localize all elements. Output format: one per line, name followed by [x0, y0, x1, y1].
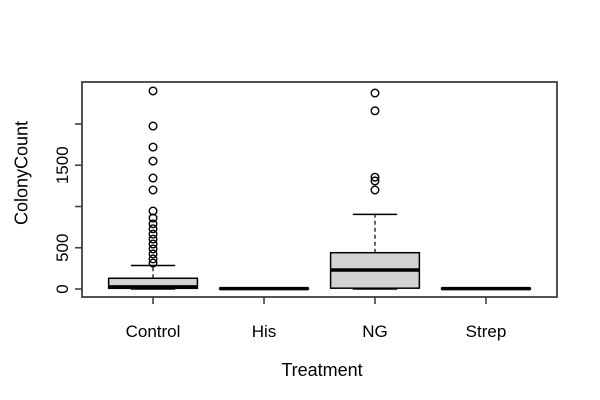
- x-category-label-his: His: [252, 322, 277, 341]
- outlier-point: [148, 206, 158, 216]
- y-axis-title: ColonyCount: [11, 121, 31, 225]
- outlier-point: [148, 229, 158, 239]
- outlier-point: [370, 172, 380, 182]
- outlier-point: [148, 142, 158, 152]
- outlier-point: [148, 121, 158, 131]
- outlier-point: [370, 106, 380, 116]
- outlier-point: [148, 234, 158, 244]
- box-his: [218, 286, 310, 291]
- outlier-point: [148, 254, 158, 264]
- outlier-point: [148, 156, 158, 166]
- outlier-point: [148, 86, 158, 96]
- outlier-point: [148, 239, 158, 249]
- outlier-point: [148, 185, 158, 195]
- outlier-point: [148, 224, 158, 234]
- x-axis-title: Treatment: [281, 360, 362, 380]
- y-tick-label: 1500: [53, 146, 72, 184]
- plot-area: 0 500 1500 Control His NG Strep: [53, 81, 558, 341]
- box-control: [107, 86, 199, 290]
- outlier-point: [148, 258, 158, 268]
- y-tick-label: 0: [53, 284, 72, 293]
- y-tick-label: 500: [53, 234, 72, 262]
- x-category-label-ng: NG: [362, 322, 388, 341]
- outlier-point: [148, 219, 158, 229]
- outlier-point: [370, 185, 380, 195]
- plot-frame: [81, 81, 558, 298]
- outlier-point: [148, 244, 158, 254]
- box-ng: [329, 88, 421, 290]
- outlier-point: [370, 176, 380, 186]
- outlier-point: [148, 173, 158, 183]
- outlier-point: [370, 88, 380, 98]
- x-category-label-control: Control: [126, 322, 181, 341]
- box-strep: [440, 286, 532, 291]
- x-category-label-strep: Strep: [466, 322, 507, 341]
- outlier-point: [148, 249, 158, 259]
